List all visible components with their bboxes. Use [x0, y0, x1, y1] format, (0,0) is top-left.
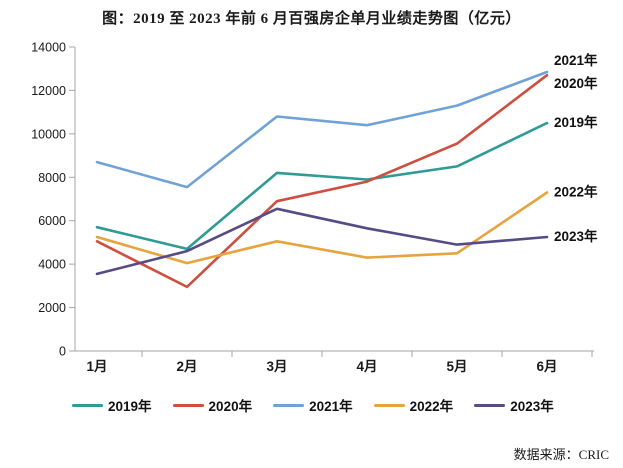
legend-line-swatch — [172, 403, 204, 407]
legend-label: 2023年 — [510, 399, 554, 414]
series-end-label-2022: 2022年 — [554, 183, 598, 199]
x-axis-month-label: 1月 — [86, 359, 107, 374]
series-end-label-2020: 2020年 — [554, 75, 598, 91]
x-axis-month-label: 2月 — [176, 359, 197, 374]
legend-item-2022: 2022年 — [373, 395, 454, 415]
series-end-label-2019: 2019年 — [554, 114, 598, 130]
legend-label: 2021年 — [309, 399, 353, 414]
legend-label: 2022年 — [409, 399, 454, 414]
series-line-2023 — [95, 207, 549, 276]
series-line-2022 — [95, 191, 549, 265]
series-line-2021 — [95, 70, 549, 189]
y-axis-tick-label: 14000 — [31, 41, 66, 55]
legend-item-2021: 2021年 — [273, 395, 353, 415]
legend-line-swatch — [373, 403, 405, 407]
legend-label: 2020年 — [208, 399, 253, 414]
chart-title: 图：2019 至 2023 年前 6 月百强房企单月业绩走势图（亿元） — [102, 11, 521, 27]
series-line-2019 — [95, 121, 549, 251]
y-axis-tick-label: 8000 — [38, 171, 66, 185]
legend-item-2019: 2019年 — [72, 395, 152, 415]
line-chart-plot: 0 2000 4000 6000 8000 10000 12000 14000 1月 2月 3月 4月… — [31, 41, 598, 375]
x-axis-month-label: 5月 — [446, 359, 467, 374]
series-line-2020 — [95, 73, 549, 289]
x-axis-month-label: 3月 — [266, 359, 287, 374]
legend-line-swatch — [474, 403, 506, 407]
legend-label: 2019年 — [108, 399, 152, 414]
series-end-label-2021: 2021年 — [554, 52, 598, 68]
legend-line-swatch — [72, 403, 103, 407]
y-axis-tick-label: 2000 — [38, 301, 66, 315]
chart-legend: 2019年 2020年 2021年 2022年 2023年 — [72, 395, 554, 415]
y-axis-tick-label: 6000 — [38, 214, 66, 228]
data-source-note: 数据来源：CRIC — [513, 447, 609, 462]
y-axis-tick-label: 0 — [59, 345, 66, 359]
legend-item-2020: 2020年 — [172, 395, 253, 415]
y-axis-tick-label: 4000 — [38, 258, 66, 272]
x-axis-month-label: 4月 — [356, 359, 377, 374]
legend-line-swatch — [273, 403, 305, 407]
series-end-label-2023: 2023年 — [554, 228, 598, 244]
y-axis-tick-label: 10000 — [31, 127, 66, 141]
legend-item-2023: 2023年 — [474, 395, 554, 415]
x-axis-month-label: 6月 — [536, 359, 557, 374]
y-axis-tick-label: 12000 — [31, 84, 66, 98]
